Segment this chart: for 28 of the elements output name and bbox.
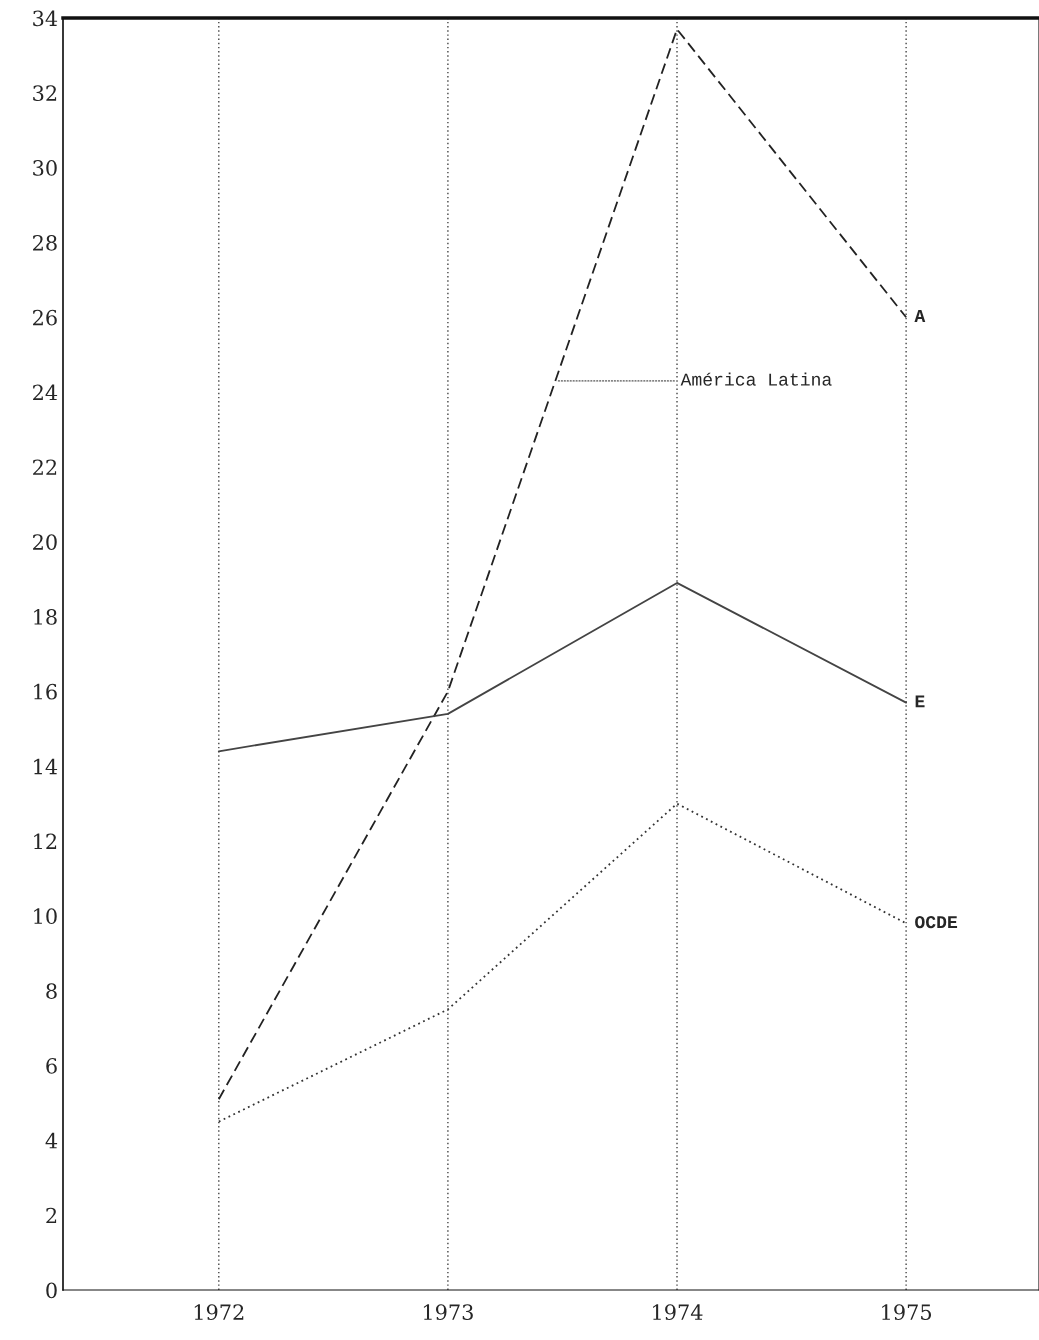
y-tick-label: 18 [34, 609, 57, 625]
y-tick-label: 30 [33, 160, 57, 176]
y-tick-label: 24 [33, 384, 58, 401]
y-tick-label: 12 [34, 833, 57, 849]
y-tick-label: 14 [34, 758, 58, 775]
y-tick-label: 4 [45, 1132, 58, 1149]
y-tick-label: 20 [33, 534, 57, 550]
x-tick-label: 1974 [653, 1304, 703, 1321]
y-tick-label: 22 [33, 459, 57, 475]
x-tick-label: 1972 [194, 1304, 244, 1321]
series-label: A [914, 310, 926, 322]
y-tick-label: 34 [33, 10, 58, 27]
y-tick-label: 32 [33, 85, 57, 102]
series-label: OCDE [915, 915, 958, 929]
x-tick-label: 1973 [423, 1304, 473, 1321]
y-tick-label: 6 [46, 1057, 57, 1074]
y-tick-label: 16 [34, 683, 57, 700]
y-tick-label: 8 [46, 983, 57, 999]
y-tick-label: 26 [33, 309, 57, 326]
annotation: América Latina [680, 372, 832, 386]
series-label: E [915, 695, 925, 708]
line-series [217, 802, 908, 1123]
line-series [217, 28, 908, 1101]
x-tick-label: 1975 [882, 1304, 932, 1321]
y-tick-label: 2 [46, 1207, 57, 1224]
y-tick-label: 10 [34, 908, 57, 925]
y-tick-label: 0 [46, 1282, 57, 1299]
y-tick-label: 28 [33, 234, 57, 251]
